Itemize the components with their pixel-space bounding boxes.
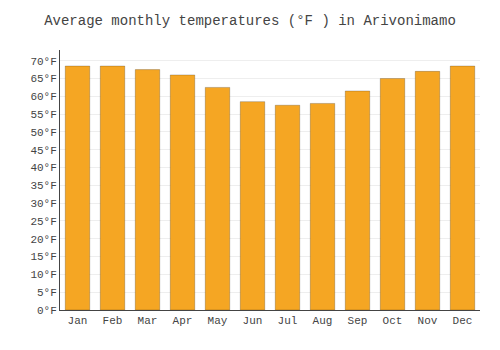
svg-text:55°F: 55°F: [30, 109, 56, 121]
svg-text:Feb: Feb: [103, 315, 123, 327]
svg-text:Apr: Apr: [173, 315, 193, 327]
svg-text:30°F: 30°F: [30, 198, 56, 210]
svg-text:40°F: 40°F: [30, 162, 56, 174]
svg-text:Aug: Aug: [313, 315, 333, 327]
svg-text:20°F: 20°F: [30, 234, 56, 246]
svg-text:Average monthly temperatures (: Average monthly temperatures (°F ) in Ar…: [44, 13, 456, 29]
svg-text:35°F: 35°F: [30, 180, 56, 192]
svg-text:Mar: Mar: [138, 315, 158, 327]
svg-text:25°F: 25°F: [30, 216, 56, 228]
svg-text:60°F: 60°F: [30, 91, 56, 103]
svg-text:45°F: 45°F: [30, 145, 56, 157]
svg-text:Jun: Jun: [243, 315, 263, 327]
svg-text:15°F: 15°F: [30, 251, 56, 263]
svg-text:5°F: 5°F: [37, 287, 57, 299]
svg-text:Oct: Oct: [383, 315, 403, 327]
svg-text:Nov: Nov: [418, 315, 438, 327]
svg-text:May: May: [208, 315, 228, 327]
svg-text:Jul: Jul: [278, 315, 298, 327]
svg-text:Sep: Sep: [348, 315, 368, 327]
svg-text:70°F: 70°F: [30, 56, 56, 68]
svg-text:Jan: Jan: [68, 315, 88, 327]
svg-text:Dec: Dec: [453, 315, 473, 327]
svg-text:50°F: 50°F: [30, 127, 56, 139]
svg-text:0°F: 0°F: [37, 305, 57, 317]
svg-text:10°F: 10°F: [30, 269, 56, 281]
svg-text:65°F: 65°F: [30, 73, 56, 85]
